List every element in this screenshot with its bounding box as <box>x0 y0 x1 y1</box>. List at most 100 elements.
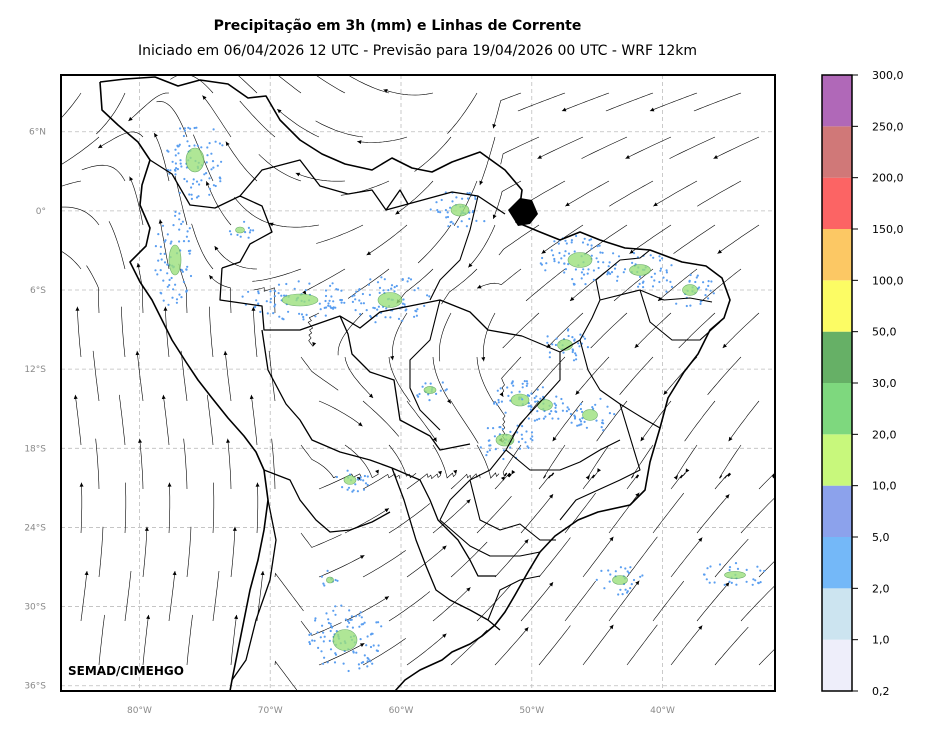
precip-cell <box>525 380 529 383</box>
precip-cell <box>517 440 521 443</box>
precip-cell <box>205 161 208 164</box>
streamline <box>277 75 302 94</box>
colorbar-segment <box>822 434 852 486</box>
precip-cell <box>704 294 707 297</box>
streamline <box>388 591 430 622</box>
precip-cell <box>188 144 191 148</box>
precip-cell <box>187 126 190 129</box>
precip-cell <box>321 624 324 627</box>
precip-cell <box>586 346 590 349</box>
streamline <box>728 400 760 442</box>
streamline-arrow <box>537 155 542 159</box>
precip-cell <box>174 173 177 176</box>
precip-cell <box>322 582 325 585</box>
streamline <box>251 394 258 446</box>
precip-cell <box>313 639 316 642</box>
precip-cell <box>190 193 193 196</box>
longitude-tick-label: 80°W <box>127 706 152 716</box>
precip-cell <box>161 224 165 227</box>
precip-cell <box>308 642 312 646</box>
precip-cell <box>333 661 337 664</box>
streamline-arrow <box>359 555 365 559</box>
precip-cell <box>518 447 522 450</box>
precip-cell <box>629 566 632 569</box>
streamline <box>652 580 685 622</box>
precip-cell <box>594 403 597 406</box>
precip-cell <box>705 288 708 291</box>
precip-cell <box>553 260 556 263</box>
colorbar-label: 30,0 <box>872 377 897 390</box>
precip-cell <box>359 476 362 479</box>
precip-cell <box>752 578 755 581</box>
streamline-arrow <box>366 251 372 256</box>
streamline <box>432 444 457 479</box>
precip-cell <box>252 229 255 232</box>
precip-cell <box>340 604 343 607</box>
precip-cell <box>550 249 553 252</box>
streamline <box>168 482 171 534</box>
streamline-arrow <box>541 249 546 254</box>
precip-cell <box>330 626 334 629</box>
streamline <box>253 306 258 358</box>
streamline <box>414 136 452 172</box>
precip-cell <box>509 446 512 449</box>
streamline-arrow <box>466 499 471 504</box>
precip-cell <box>474 197 477 200</box>
precip-cell <box>357 663 360 666</box>
streamline-arrow <box>570 296 575 301</box>
streamline-arrow <box>390 355 395 361</box>
precip-cell <box>521 437 524 440</box>
streamline <box>207 394 214 446</box>
latitude-tick-label: 30°S <box>24 603 46 613</box>
streamline-arrow <box>565 202 570 207</box>
precip-cell <box>220 160 223 163</box>
precip-cell <box>203 173 206 176</box>
precip-cell <box>354 615 357 618</box>
precip-cell <box>200 146 203 149</box>
precip-cell <box>598 244 601 247</box>
precip-cell <box>351 490 354 493</box>
precip-cell <box>166 263 169 266</box>
precip-cell <box>200 179 203 182</box>
precip-cell <box>445 388 448 391</box>
precip-cell <box>584 283 587 286</box>
precip-cell <box>494 448 497 451</box>
precip-cell <box>401 319 404 322</box>
precip-cell <box>327 618 330 621</box>
precip-cell <box>325 612 328 615</box>
streamline <box>707 356 742 395</box>
streamline <box>108 221 126 270</box>
precip-cell <box>601 251 604 254</box>
precip-cell <box>499 426 502 429</box>
precip-cell <box>601 419 604 422</box>
precip-cell <box>527 405 530 408</box>
precip-cell <box>450 220 453 223</box>
precip-cell <box>188 227 191 230</box>
streamline-arrow <box>79 482 84 487</box>
precip-cell <box>566 406 569 409</box>
precip-cell <box>507 394 510 397</box>
precip-cell <box>314 617 317 620</box>
streamline <box>543 444 566 479</box>
precip-cell <box>592 407 595 410</box>
precip-cell <box>567 334 570 338</box>
precip-cell <box>174 210 177 213</box>
precip-cell <box>447 225 450 228</box>
precip-cell <box>626 570 629 573</box>
precip-cell <box>304 289 307 292</box>
precip-cell <box>567 328 570 331</box>
precip-cell <box>179 159 182 162</box>
streamline-arrow <box>728 436 733 442</box>
streamline <box>388 444 417 479</box>
streamline-arrow <box>383 89 388 93</box>
precip-cell <box>365 309 368 312</box>
precip-cell <box>329 629 332 633</box>
streamline-arrow <box>358 422 363 427</box>
precip-cell <box>575 358 578 361</box>
precip-cell <box>567 408 571 411</box>
precip-cell <box>586 272 589 275</box>
precip-cell <box>368 293 371 296</box>
precip-cell <box>324 294 328 298</box>
precip-cell <box>156 273 159 276</box>
